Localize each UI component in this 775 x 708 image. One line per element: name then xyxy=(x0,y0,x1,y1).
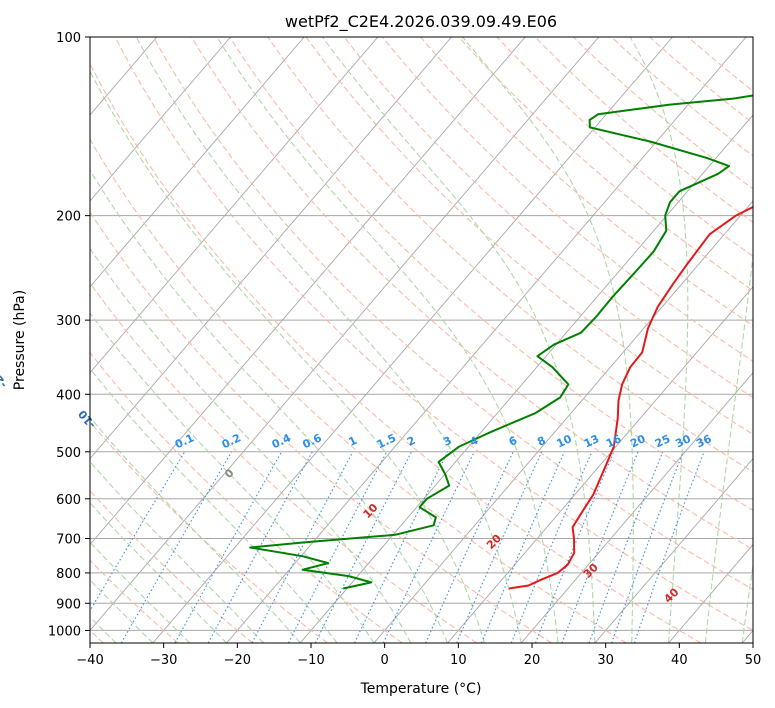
y-tick-label: 500 xyxy=(56,446,81,461)
moist-adiabat-line xyxy=(704,250,753,643)
background-lines xyxy=(90,37,753,643)
x-tick-label: 0 xyxy=(381,653,389,668)
isotherm-line xyxy=(90,37,526,546)
mixing-ratio-line xyxy=(120,451,233,643)
moist-adiabat-line xyxy=(135,37,522,643)
moist-adiabat-line xyxy=(629,37,689,643)
x-tick-label: −10 xyxy=(297,653,324,668)
x-tick-label: −40 xyxy=(76,653,103,668)
dry-adiabat-line xyxy=(229,37,753,511)
y-tick-label: 800 xyxy=(56,567,81,582)
plot-frame xyxy=(89,36,754,644)
mixing-ratio-line xyxy=(425,451,514,643)
isotherm-line xyxy=(90,37,379,374)
dry-adiabat-line xyxy=(305,37,753,435)
dry-adiabat-line xyxy=(90,211,552,643)
mixing-ratio-label: 16 xyxy=(604,432,624,450)
isotherm-line xyxy=(594,457,753,643)
dry-adiabat-line xyxy=(573,37,753,190)
x-tick-label: −20 xyxy=(224,653,251,668)
mixing-ratio-line xyxy=(251,451,354,643)
mixing-ratio-line xyxy=(534,451,615,643)
mixing-ratio-line xyxy=(633,451,705,643)
y-tick-label: 1000 xyxy=(48,624,81,639)
x-tick-label: 10 xyxy=(450,653,467,668)
moist-adiabat-line xyxy=(90,169,449,643)
moist-adiabat-line xyxy=(216,37,559,643)
mixing-ratio-line xyxy=(382,451,475,643)
moist-adiabat-line xyxy=(90,70,485,643)
y-tick-label: 900 xyxy=(56,597,81,612)
isotherm-line xyxy=(90,37,231,202)
moist-adiabat-line xyxy=(90,367,338,643)
dry-adiabat-line xyxy=(420,37,753,327)
sounding-traces xyxy=(249,94,753,590)
moist-adiabat-line xyxy=(90,247,412,643)
axes: −40 −30 −20 −10 0 10 20 30 40 50 100 200 300 400 500 60… xyxy=(48,31,761,668)
mixing-ratio-line xyxy=(354,451,449,643)
dry-adiabat-line xyxy=(90,62,702,643)
isotherm-line xyxy=(90,37,600,632)
y-tick-label: 700 xyxy=(56,533,81,548)
isotherm-line xyxy=(90,37,452,460)
isotherm-line xyxy=(447,286,753,643)
dry-adiabat-line xyxy=(496,37,753,257)
mixing-ratio-line xyxy=(510,451,593,643)
mixing-ratio-label: 10 xyxy=(555,432,575,450)
mixing-ratio-label: 13 xyxy=(582,432,601,450)
dry-adiabat-label: -20 xyxy=(0,367,10,391)
chart-title: wetPf2_C2E4.2026.039.09.49.E06 xyxy=(285,12,557,32)
moist-adiabat-line xyxy=(90,416,301,643)
y-tick-label: 300 xyxy=(56,314,81,329)
y-tick-label: 600 xyxy=(56,493,81,508)
isotherm-line xyxy=(520,372,753,643)
dry-adiabat-line xyxy=(534,37,753,223)
y-tick-label: 400 xyxy=(56,388,81,403)
x-axis-title: Temperature (°C) xyxy=(360,681,482,697)
dry-adiabat-line xyxy=(90,138,627,643)
dry-adiabat-line xyxy=(152,37,753,591)
mixing-ratio-line xyxy=(456,451,543,643)
mixing-ratio-line xyxy=(174,451,283,643)
x-tick-label: 40 xyxy=(671,653,688,668)
isotherm-line xyxy=(152,37,673,643)
dewpoint-trace xyxy=(249,94,753,590)
dry-adiabat-line xyxy=(114,37,753,632)
moist-adiabat-line xyxy=(462,37,634,643)
moist-adiabat-line xyxy=(90,541,191,643)
x-tick-label: 20 xyxy=(524,653,541,668)
dry-adiabat-line xyxy=(90,281,478,643)
y-tick-label: 100 xyxy=(56,31,81,46)
moist-adiabat-line xyxy=(90,502,227,643)
dry-adiabat-line xyxy=(382,37,753,362)
moist-adiabat-line xyxy=(90,579,154,643)
y-axis-title: Pressure (hPa) xyxy=(12,290,28,390)
x-tick-label: 30 xyxy=(597,653,614,668)
dry-adiabat-line xyxy=(458,37,753,292)
dry-adiabat-line xyxy=(90,351,403,643)
isotherm-line xyxy=(373,200,753,643)
mixing-ratio-label: 20 xyxy=(628,432,648,450)
mixing-ratio-line xyxy=(90,451,186,612)
mixing-ratio-label: 36 xyxy=(694,432,714,450)
y-tick-label: 200 xyxy=(56,210,81,225)
temperature-trace xyxy=(508,205,753,590)
dry-adiabat-line xyxy=(191,37,753,551)
mixing-ratio-label: 30 xyxy=(673,432,693,450)
dry-adiabat-line xyxy=(343,37,753,399)
dry-adiabat-line xyxy=(267,37,753,473)
mixing-ratio-label: 25 xyxy=(653,432,672,450)
x-tick-label: 50 xyxy=(745,653,762,668)
moist-adiabat-line xyxy=(90,460,264,643)
moist-adiabat-line xyxy=(321,37,596,643)
moist-adiabat-line xyxy=(90,312,375,643)
x-tick-label: −30 xyxy=(150,653,177,668)
isotherm-line xyxy=(90,37,305,288)
